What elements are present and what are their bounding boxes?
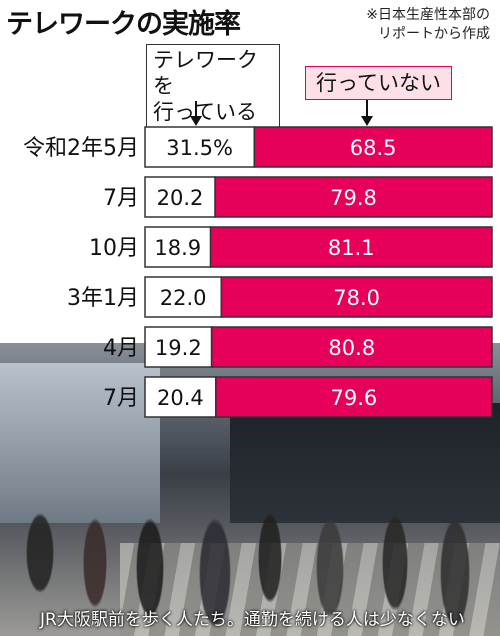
legend-arrow-left-head [190,116,202,126]
legend-arrow-right [366,100,368,118]
bar-teleworking [144,326,213,368]
bar-not-teleworking [210,326,493,368]
value-label-not-teleworking: 79.6 [331,386,378,410]
value-label-teleworking: 22.0 [160,286,207,310]
photo-caption: JR大阪駅前を歩く人たち。通勤を続ける人は少なくない [40,610,465,630]
chart-title: テレワークの実施率 [6,9,241,40]
category-label: 3年1月 [67,286,139,311]
value-label-not-teleworking: 68.5 [350,136,397,160]
category-label: 7月 [103,386,139,411]
value-label-not-teleworking: 79.8 [330,186,377,210]
bar-teleworking [144,126,256,168]
value-label-not-teleworking: 80.8 [328,336,375,360]
source-line: リポートから作成 [378,26,490,42]
bar-teleworking [144,276,223,318]
bar-not-teleworking [209,226,493,268]
legend-teleworking-line: テレワークを [153,48,258,98]
bar-not-teleworking [214,176,493,218]
legend-arrow-left [195,101,197,118]
crowd [0,473,500,636]
value-label-teleworking: 20.2 [157,186,204,210]
legend-teleworking-line: 行っている [153,100,257,124]
source-note: ※日本生産性本部の リポートから作成 [310,6,490,44]
legend-not-teleworking: 行っていない [305,66,452,100]
value-label-not-teleworking: 78.0 [333,286,380,310]
bar-teleworking [144,226,212,268]
legend-arrow-right-head [361,116,373,126]
category-label: 10月 [89,236,139,261]
value-label-teleworking: 31.5% [166,136,233,160]
value-label-teleworking: 19.2 [155,336,202,360]
legend-teleworking: テレワークを 行っている [146,44,280,128]
value-label-not-teleworking: 81.1 [328,236,375,260]
value-label-teleworking: 18.9 [154,236,201,260]
bar-not-teleworking [220,276,493,318]
bar-not-teleworking [253,126,493,168]
category-label: 4月 [103,336,139,361]
category-label: 7月 [103,186,139,211]
value-label-teleworking: 20.4 [157,386,204,410]
bar-not-teleworking [215,376,493,418]
category-label: 令和2年5月 [23,136,139,161]
source-line: ※日本生産性本部の [366,7,490,23]
bar-teleworking [144,176,216,218]
